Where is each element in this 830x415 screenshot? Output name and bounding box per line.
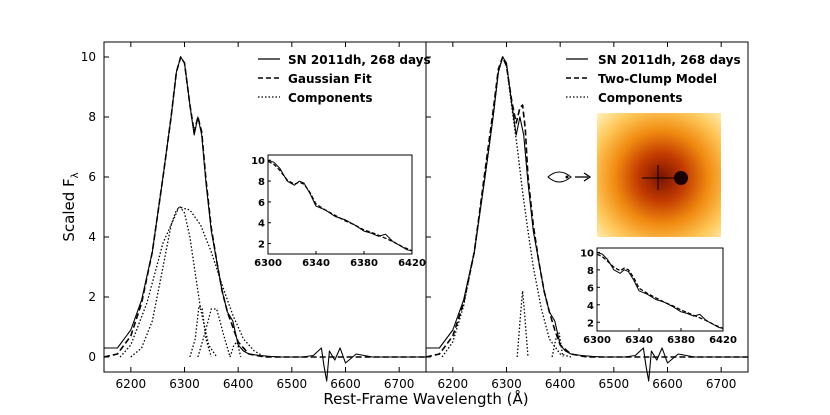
x-tick-label: 6300 xyxy=(491,377,522,391)
left-legend: SN 2011dh, 268 days Gaussian Fit Compone… xyxy=(258,53,431,105)
clump-marker xyxy=(674,171,688,185)
y-tick-label: 2 xyxy=(88,290,96,304)
inset-series-line-solid xyxy=(596,251,724,329)
series-line-dotted xyxy=(516,290,529,358)
inset-series-line-dashed xyxy=(267,160,413,252)
left-inset-frame xyxy=(267,154,413,255)
legend-entry-fit: Gaussian Fit xyxy=(288,72,372,86)
legend-entry-observed: SN 2011dh, 268 days xyxy=(598,53,741,67)
x-tick-label: 6300 xyxy=(169,377,200,391)
y-axis-title-main: Scaled F xyxy=(60,178,78,241)
inset-y-tick-label: 6 xyxy=(258,198,265,209)
y-tick-label: 0 xyxy=(88,350,96,364)
series-line-dotted xyxy=(229,341,242,358)
inset-series-line-dashed xyxy=(596,253,724,329)
legend-entry-observed: SN 2011dh, 268 days xyxy=(288,53,431,67)
two-clump-model-image xyxy=(597,113,721,237)
series-line-dotted xyxy=(441,56,572,358)
x-tick-label: 6400 xyxy=(223,377,254,391)
y-tick-label: 8 xyxy=(88,110,96,124)
x-tick-label: 6700 xyxy=(384,377,415,391)
x-tick-label: 6600 xyxy=(652,377,683,391)
inset-y-tick-label: 4 xyxy=(258,219,265,230)
legend-entry-components: Components xyxy=(598,91,683,105)
left-inset: 6300 6340 6380 6420 2 4 6 8 10 xyxy=(251,154,426,269)
y-tick-label: 10 xyxy=(81,50,96,64)
left-panel: 6200 6300 6400 6500 6600 6700 0 2 4 6 8 10 SN 2011d… xyxy=(81,41,431,391)
x-tick-label: 6200 xyxy=(438,377,469,391)
right-plot-frame xyxy=(425,41,749,373)
arrow-head-icon xyxy=(583,172,592,182)
left-inset-series xyxy=(267,159,413,252)
series-line-dotted xyxy=(119,206,266,358)
right-panel: 6200 6300 6400 6500 6600 6700 SN 2011dh, 268 … xyxy=(425,41,749,391)
right-inset-frame xyxy=(596,247,724,332)
x-tick-label: 6200 xyxy=(116,377,147,391)
emission-density-map xyxy=(597,113,721,237)
y-tick-label: 4 xyxy=(88,230,96,244)
inset-x-tick-label: 6420 xyxy=(398,258,426,269)
x-tick-label: 6700 xyxy=(706,377,737,391)
x-tick-label: 6600 xyxy=(330,377,361,391)
legend-entry-components: Components xyxy=(288,91,373,105)
inset-y-tick-label: 10 xyxy=(251,156,265,167)
right-inset: 6300 6340 6380 6420 2 4 6 8 10 xyxy=(580,247,737,346)
observer-eye-icon xyxy=(547,171,592,183)
series-line-dotted xyxy=(197,308,231,358)
inset-x-tick-label: 6420 xyxy=(709,335,737,346)
left-axis-ticks: 6200 6300 6400 6500 6600 6700 0 2 4 6 8 10 xyxy=(81,42,415,391)
x-tick-label: 6400 xyxy=(545,377,576,391)
y-tick-label: 6 xyxy=(88,170,96,184)
inset-series-line-solid xyxy=(267,159,413,252)
x-axis-title: Rest-Frame Wavelength (Å) xyxy=(323,389,528,408)
eye-pupil xyxy=(565,175,569,179)
series-line-dashed xyxy=(425,56,748,358)
inset-y-tick-label: 2 xyxy=(587,318,594,329)
legend-entry-model: Two-Clump Model xyxy=(598,72,717,86)
inset-y-tick-label: 8 xyxy=(258,177,265,188)
inset-y-tick-label: 4 xyxy=(587,301,594,312)
inset-y-tick-label: 10 xyxy=(580,248,594,259)
right-legend: SN 2011dh, 268 days Two-Clump Model Comp… xyxy=(566,53,741,105)
inset-x-tick-label: 6300 xyxy=(254,258,282,269)
series-line-dotted xyxy=(130,206,218,358)
eye-icon xyxy=(547,171,572,183)
left-series xyxy=(103,56,426,382)
x-tick-label: 6500 xyxy=(277,377,308,391)
left-inset-ticks: 6300 6340 6380 6420 2 4 6 8 10 xyxy=(251,156,426,269)
x-tick-label: 6500 xyxy=(599,377,630,391)
right-inset-ticks: 6300 6340 6380 6420 2 4 6 8 10 xyxy=(580,248,737,346)
series-line-dotted xyxy=(551,332,564,358)
y-axis-title: Scaled Fλ xyxy=(60,172,81,241)
series-line-dashed xyxy=(103,56,426,358)
inset-x-tick-label: 6340 xyxy=(302,258,330,269)
inset-x-tick-label: 6340 xyxy=(625,335,653,346)
y-axis-title-subscript: λ xyxy=(70,172,81,178)
inset-y-tick-label: 6 xyxy=(587,283,594,294)
inset-y-tick-label: 2 xyxy=(258,240,265,251)
right-axis-ticks: 6200 6300 6400 6500 6600 6700 xyxy=(426,42,736,391)
right-series xyxy=(425,56,748,382)
right-inset-series xyxy=(596,251,724,329)
inset-x-tick-label: 6380 xyxy=(667,335,695,346)
inset-x-tick-label: 6380 xyxy=(350,258,378,269)
inset-x-tick-label: 6300 xyxy=(583,335,611,346)
inset-y-tick-label: 8 xyxy=(587,266,594,277)
